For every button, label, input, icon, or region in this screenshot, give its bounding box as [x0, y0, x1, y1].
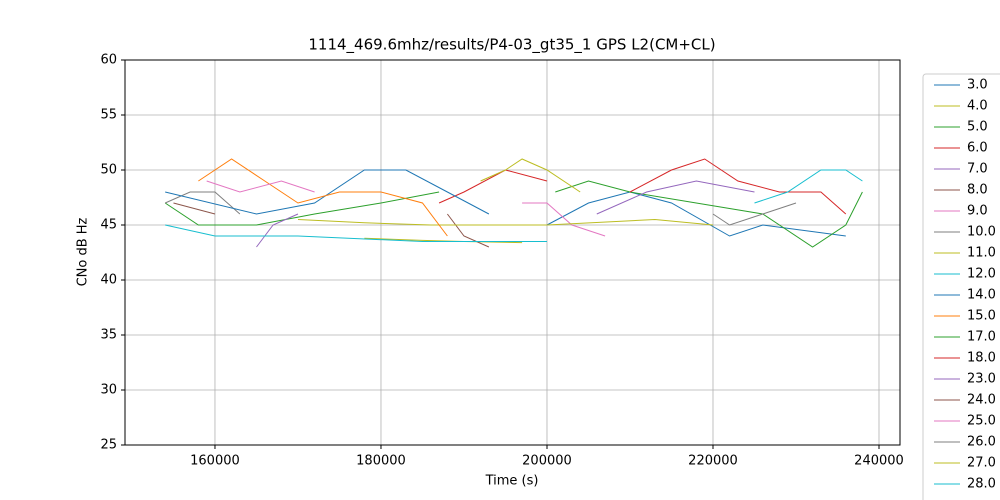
series-line [198, 158, 448, 237]
legend-label: 18.0 [967, 351, 996, 366]
series-line [165, 224, 547, 242]
legend-label: 27.0 [967, 456, 996, 471]
series-line [596, 180, 755, 215]
legend-label: 10.0 [967, 225, 996, 240]
legend-label: 3.0 [967, 78, 988, 93]
y-tick-label: 50 [100, 163, 117, 178]
plot-area: 25 30 35 40 45 50 55 60 160000 180000 200000 220000… [100, 53, 903, 469]
legend-label: 8.0 [967, 183, 988, 198]
series-line [629, 158, 847, 215]
series-line [712, 202, 797, 226]
legend-label: 25.0 [967, 414, 996, 429]
legend-label: 11.0 [967, 246, 996, 261]
y-tick-label: 55 [100, 108, 117, 123]
legend-label: 9.0 [967, 204, 988, 219]
y-tick-label: 30 [100, 383, 117, 398]
legend-label: 23.0 [967, 372, 996, 387]
x-tick-label: 200000 [522, 454, 572, 469]
legend-label: 12.0 [967, 267, 996, 282]
y-tick-label: 45 [100, 218, 117, 233]
legend-label: 14.0 [967, 288, 996, 303]
y-tick-label: 35 [100, 328, 117, 343]
series-line [256, 213, 299, 248]
legend: 3.0 4.0 5.0 6.0 7.0 8.0 9.0 10.0 11.0 12.0 14.0 15.… [922, 73, 1000, 500]
series-line [164, 191, 241, 215]
series-line [522, 202, 606, 237]
series-line [297, 218, 714, 226]
x-axis-label: Time (s) [485, 474, 539, 489]
series-line [438, 169, 548, 204]
series-line [364, 237, 523, 244]
y-tick-label: 40 [100, 273, 117, 288]
x-tick-label: 220000 [688, 454, 738, 469]
legend-box [922, 73, 1000, 500]
x-tick-label: 180000 [356, 454, 406, 469]
legend-label: 6.0 [967, 141, 988, 156]
series-line [754, 169, 863, 204]
plot-frame [124, 59, 901, 446]
legend-label: 28.0 [967, 477, 996, 492]
series-line [546, 191, 846, 237]
series-line [165, 169, 490, 215]
series-line [173, 202, 216, 215]
y-tick-label: 60 [100, 53, 117, 68]
legend-label: 5.0 [967, 120, 988, 135]
y-axis-label: CNo dB Hz [76, 217, 91, 286]
chart-title: 1114_469.6mhz/results/P4-03_gt35_1 GPS L… [308, 36, 715, 55]
series-line [446, 213, 490, 248]
y-tick-label: 25 [100, 438, 117, 453]
series-line [206, 180, 315, 193]
plot-background [125, 60, 900, 445]
series-line [480, 158, 581, 193]
legend-label: 7.0 [967, 162, 988, 177]
x-tick-label: 240000 [854, 454, 904, 469]
legend-label: 17.0 [967, 330, 996, 345]
legend-label: 26.0 [967, 435, 996, 450]
legend-label: 24.0 [967, 393, 996, 408]
legend-label: 15.0 [967, 309, 996, 324]
legend-label: 4.0 [967, 99, 988, 114]
x-tick-label: 160000 [190, 454, 240, 469]
